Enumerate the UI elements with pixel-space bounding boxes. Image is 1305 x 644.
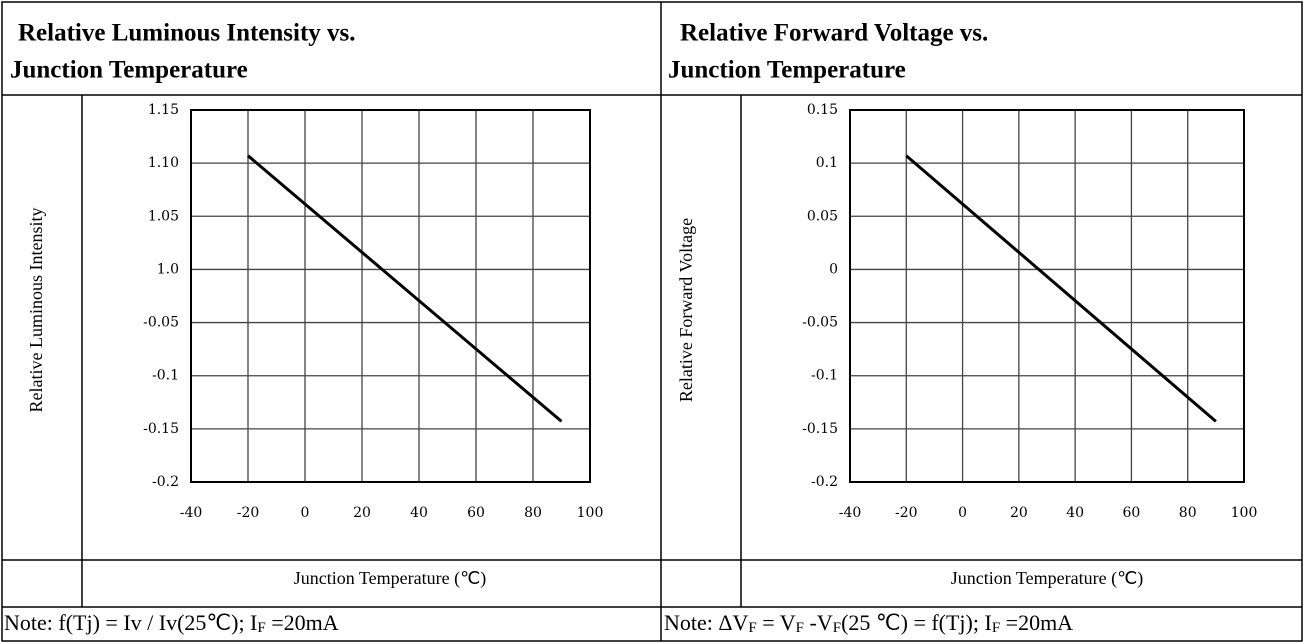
plot-frame [849,109,1245,483]
y-axis-label: Relative Forward Voltage [676,218,696,402]
note-text: Note: ΔV [664,610,749,635]
x-tick-label: 80 [1179,505,1197,521]
y-tick-label: -0.15 [802,421,838,437]
y-tick-label: 1.15 [148,102,179,118]
note-subscript: F [796,620,804,636]
panel-title: Junction Temperature [10,57,248,84]
x-tick-label: -40 [180,505,203,521]
x-tick-label: 100 [577,505,604,521]
x-tick-label: -20 [237,505,260,521]
y-tick-label: 0.1 [816,155,838,171]
note: Note: f(Tj) = Iv / Iv(25℃); IF =20mA [4,610,339,636]
x-tick-label: 80 [524,505,542,521]
data-line [905,154,1217,423]
y-tick-label: 1.05 [148,208,179,224]
panel-title: Relative Luminous Intensity vs. [18,20,356,47]
y-tick-label: 1.0 [157,261,179,277]
x-tick-label: 40 [1066,505,1084,521]
x-tick-label: -40 [839,505,862,521]
x-tick-label: 100 [1231,505,1258,521]
y-tick-label: -0.1 [811,368,838,384]
data-line [247,154,563,423]
y-tick-label: -0.1 [152,368,179,384]
x-axis-label: Junction Temperature (℃) [294,568,487,589]
note-subscript: F [833,620,841,636]
y-tick-label: -0.15 [143,421,179,437]
note-subscript: F [992,620,1000,636]
note-subscript: F [257,620,265,636]
y-tick-label: -0.05 [802,315,838,331]
x-tick-label: 20 [1010,505,1028,521]
y-tick-label: 0.15 [807,102,838,118]
y-tick-label: 1.10 [148,155,179,171]
x-tick-label: 40 [410,505,428,521]
note-text: (25 ℃) = f(Tj); I [841,610,992,635]
note: Note: ΔVF = VF -VF(25 ℃) = f(Tj); IF =20… [664,610,1073,636]
x-tick-label: 60 [467,505,485,521]
note-subscript: F [748,620,756,636]
x-tick-label: -20 [895,505,918,521]
x-tick-label: 0 [301,505,310,521]
panel-title: Junction Temperature [668,57,906,84]
note-text: =20mA [1000,610,1073,635]
panel-title: Relative Forward Voltage vs. [680,20,988,47]
note-text: =20mA [266,610,339,635]
y-tick-label: 0 [829,261,838,277]
y-tick-label: 0.05 [807,208,838,224]
plot-frame [190,109,591,483]
y-axis-label: Relative Luminous Intensity [26,208,46,413]
note-text: -V [804,610,833,635]
x-tick-label: 0 [958,505,967,521]
x-axis-label: Junction Temperature (℃) [951,568,1144,589]
x-tick-label: 60 [1123,505,1141,521]
y-tick-label: -0.2 [811,474,838,490]
note-text: = V [757,610,796,635]
y-tick-label: -0.05 [143,315,179,331]
y-tick-label: -0.2 [152,474,179,490]
note-text: Note: f(Tj) = Iv / Iv(25℃); I [4,610,257,635]
x-tick-label: 20 [353,505,371,521]
